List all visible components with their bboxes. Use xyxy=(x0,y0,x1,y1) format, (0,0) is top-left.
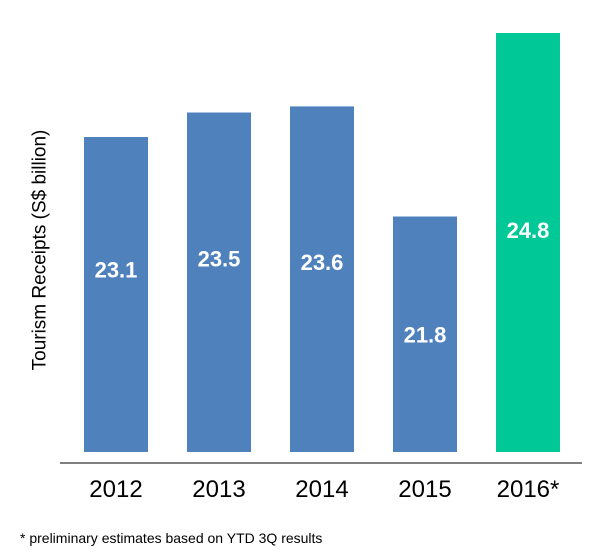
data-label-2014: 23.6 xyxy=(301,250,344,275)
x-tick-2012: 2012 xyxy=(89,476,142,503)
footnote: * preliminary estimates based on YTD 3Q … xyxy=(20,530,323,546)
bar-2015 xyxy=(393,216,457,452)
x-tick-2014: 2014 xyxy=(295,476,348,503)
data-label-2013: 23.5 xyxy=(198,246,241,271)
bar-2013 xyxy=(187,112,251,452)
bar-2016 xyxy=(496,33,560,452)
data-label-2016: 24.8 xyxy=(507,218,550,243)
data-label-2012: 23.1 xyxy=(95,257,138,282)
x-tick-2016: 2016* xyxy=(497,476,560,503)
data-label-2015: 21.8 xyxy=(404,322,447,347)
x-tick-2015: 2015 xyxy=(398,476,451,503)
bar-2014 xyxy=(290,106,354,452)
bar-2012 xyxy=(84,136,148,452)
x-tick-2013: 2013 xyxy=(192,476,245,503)
